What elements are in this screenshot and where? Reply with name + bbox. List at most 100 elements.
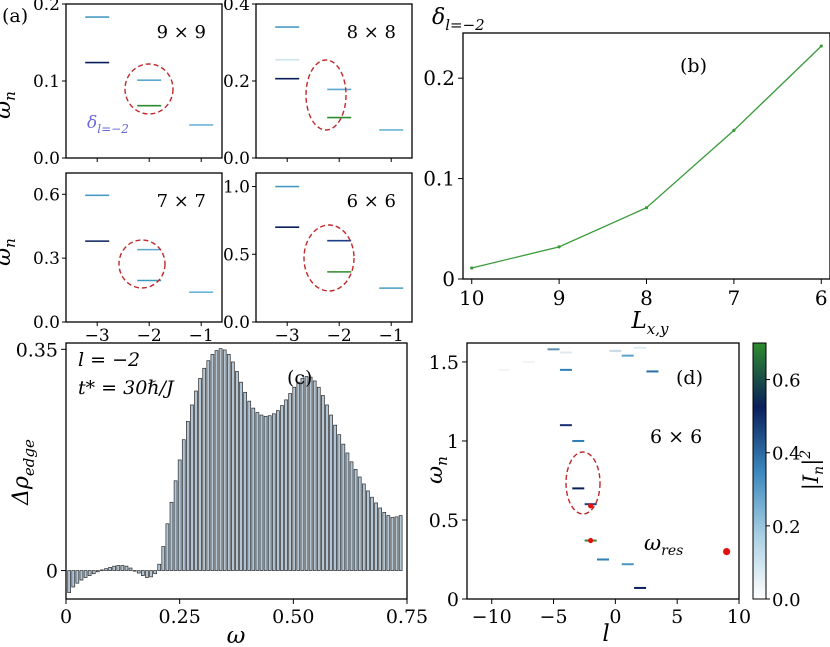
colorbar-tick-label: 0.4 — [772, 444, 801, 465]
bar — [128, 567, 133, 571]
panel-d-points — [498, 346, 659, 589]
xtick-label: 10 — [459, 286, 484, 310]
panel-a-xticks: −3 −2 −1 −3 −2 −1 — [85, 326, 404, 346]
panel-d-legend-marker — [723, 547, 731, 556]
bar — [177, 459, 182, 571]
bar — [349, 461, 354, 571]
panel-c-annotation-t: t* = 30ℏ/J — [78, 377, 175, 399]
ytick-label: 0.2 — [423, 66, 455, 90]
subpanel-9x9: 0.0 0.1 0.2 9 × 9 δl=−2 — [33, 0, 223, 169]
panel-d-ylabel: ωn — [423, 456, 451, 484]
xtick-label: 9 — [553, 286, 566, 310]
highlight-ellipse — [303, 224, 355, 292]
panel-c-ticks: 0 0.25 0.50 0.75 0 0.35 — [16, 339, 428, 628]
panel-d-frame — [466, 342, 740, 600]
bar — [190, 404, 194, 571]
xtick-label: 6 — [815, 286, 828, 310]
bar — [165, 523, 170, 571]
panel-b-ticks: 10 9 8 7 6 0 0.1 0.2 — [423, 66, 827, 310]
colorbar-tick-label: 0.6 — [772, 371, 801, 392]
xtick-label: 0 — [609, 606, 621, 628]
bar — [124, 565, 129, 571]
bar — [341, 443, 346, 571]
bar — [173, 480, 178, 571]
bar — [345, 452, 350, 571]
bar — [374, 502, 378, 571]
bar — [198, 378, 202, 571]
panel-d-highlight-ellipse — [565, 451, 601, 515]
xtick-label: −10 — [472, 606, 512, 628]
bar — [186, 421, 190, 571]
bar — [370, 496, 374, 571]
ytick-label: 0.1 — [33, 72, 60, 92]
bar — [120, 565, 125, 571]
panel-d-xlabel: l — [602, 621, 609, 647]
ytick-label: 0.5 — [223, 245, 250, 265]
size-label: 9 × 9 — [157, 22, 206, 43]
ytick-label: 0 — [46, 561, 58, 583]
panel-c-frame — [65, 342, 408, 600]
colorbar — [752, 342, 767, 600]
bar — [390, 517, 395, 571]
bar — [194, 390, 198, 571]
bar — [67, 570, 72, 594]
highlight-ellipse — [124, 63, 174, 115]
data-point — [732, 128, 736, 132]
bar — [104, 568, 108, 571]
bar — [321, 395, 325, 571]
bar — [141, 570, 145, 576]
size-label: 7 × 7 — [157, 191, 206, 212]
bar — [235, 371, 239, 571]
bar — [366, 490, 370, 571]
panel-b-ylabel: δl=−2 — [432, 5, 485, 34]
bar — [382, 512, 387, 571]
ytick-label: 1.0 — [223, 178, 250, 198]
subpanel-6x6: 0.0 0.5 1.0 6 × 6 — [223, 172, 413, 333]
bar — [71, 570, 76, 588]
xtick-label: 10 — [727, 606, 751, 628]
bar — [284, 399, 288, 571]
ytick-label: 0.35 — [16, 339, 58, 361]
panel-a: (a) ωn ωn 0.0 0.1 0.2 9 × 9 δl=−2 0.0 0.2 0.4 8… — [0, 0, 413, 346]
bar — [108, 567, 112, 571]
data-point — [819, 44, 823, 48]
ytick-label: 0.5 — [429, 510, 459, 532]
bar — [136, 570, 141, 574]
bar — [276, 410, 280, 571]
bar — [288, 393, 292, 571]
xtick-label: 0.25 — [159, 606, 201, 628]
bar — [231, 361, 235, 571]
data-point — [644, 206, 649, 210]
bar — [259, 414, 264, 571]
xtick-label: −2 — [137, 326, 162, 346]
size-label: 6 × 6 — [347, 191, 396, 212]
highlight-ellipse — [305, 59, 347, 131]
bar — [75, 570, 80, 584]
panel-c-bars — [67, 348, 403, 594]
ytick-label: 0.6 — [33, 185, 60, 205]
panel-b-series-line — [471, 45, 822, 269]
bar — [149, 570, 153, 578]
bar — [169, 501, 174, 571]
panel-b-frame — [462, 32, 830, 280]
ytick-label: 0.0 — [223, 149, 250, 169]
bar — [316, 386, 321, 571]
colorbar-tick-label: 0.0 — [772, 590, 801, 611]
panel-a-label: (a) — [2, 5, 28, 27]
panel-b-xlabel: Lx,y — [631, 308, 670, 338]
bar — [247, 400, 252, 571]
xtick-label: −1 — [189, 326, 214, 346]
subpanel-frame — [255, 172, 413, 323]
bar — [112, 565, 117, 571]
bar — [145, 570, 149, 578]
size-label: 8 × 8 — [347, 22, 396, 43]
bar — [271, 413, 276, 571]
ytick-label: 0 — [442, 267, 455, 291]
subpanel-frame — [65, 172, 223, 323]
bar — [181, 439, 186, 571]
highlight-ellipse — [118, 239, 166, 289]
panel-d: −10 −5 0 5 10 0 0.5 1 1.5 (d) 6 × 6 ωres l ωn 0.… — [423, 342, 827, 647]
bar — [337, 434, 342, 571]
panel-d-legend-label: ωres — [644, 531, 683, 559]
